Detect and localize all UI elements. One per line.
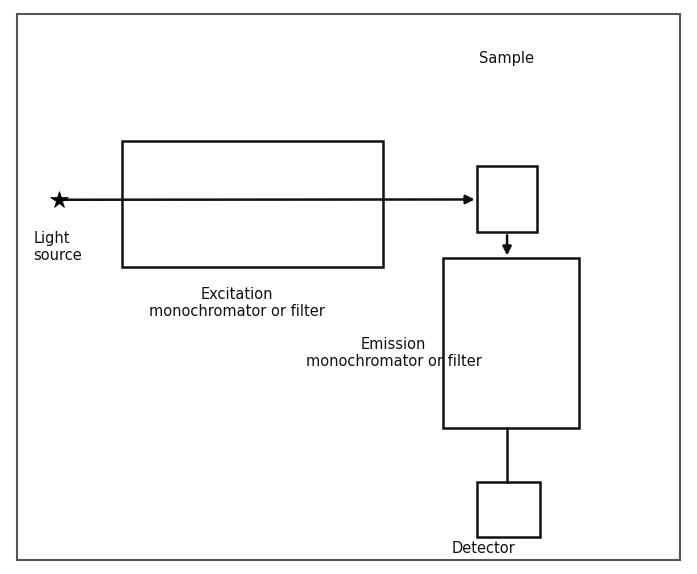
Text: Light
source: Light source: [33, 231, 82, 263]
Text: Sample: Sample: [480, 51, 534, 66]
Bar: [443, 258, 579, 428]
Bar: [477, 482, 540, 537]
Text: Emission
monochromator or filter: Emission monochromator or filter: [306, 337, 482, 369]
Text: Excitation
monochromator or filter: Excitation monochromator or filter: [149, 287, 325, 319]
Bar: [477, 166, 537, 232]
Text: Detector: Detector: [452, 541, 515, 556]
Bar: [122, 141, 383, 267]
